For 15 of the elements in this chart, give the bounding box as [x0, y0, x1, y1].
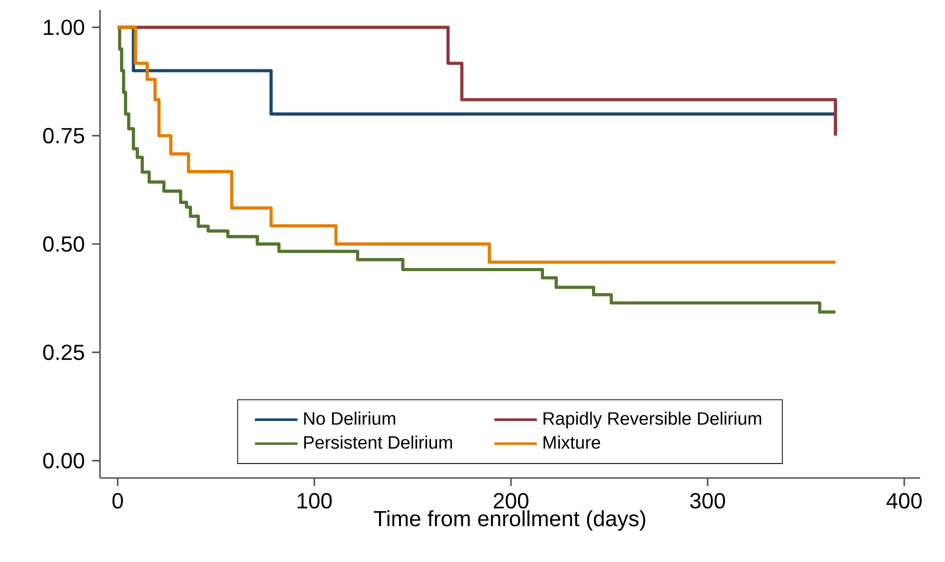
x-tick-label: 0	[112, 493, 123, 509]
legend-label: Persistent Delirium	[304, 436, 452, 449]
legend-label: No Delirium	[304, 412, 396, 425]
y-tick-label: 0.00	[43, 452, 84, 468]
legend-label: Mixture	[544, 436, 600, 449]
y-tick-label: 0.75	[43, 128, 84, 144]
x-tick-label: 100	[298, 493, 332, 509]
legend-label: Rapidly Reversible Delirium	[544, 412, 762, 428]
y-tick-label: 0.50	[43, 236, 84, 252]
x-tick-label: 200	[494, 493, 528, 509]
x-tick-label: 300	[690, 493, 726, 509]
y-tick-label: 1.00	[44, 20, 84, 36]
y-tick-label: 0.25	[43, 344, 84, 360]
x-axis-title: Time from enrollment (days)	[374, 510, 646, 531]
x-tick-label: 400	[886, 493, 922, 509]
